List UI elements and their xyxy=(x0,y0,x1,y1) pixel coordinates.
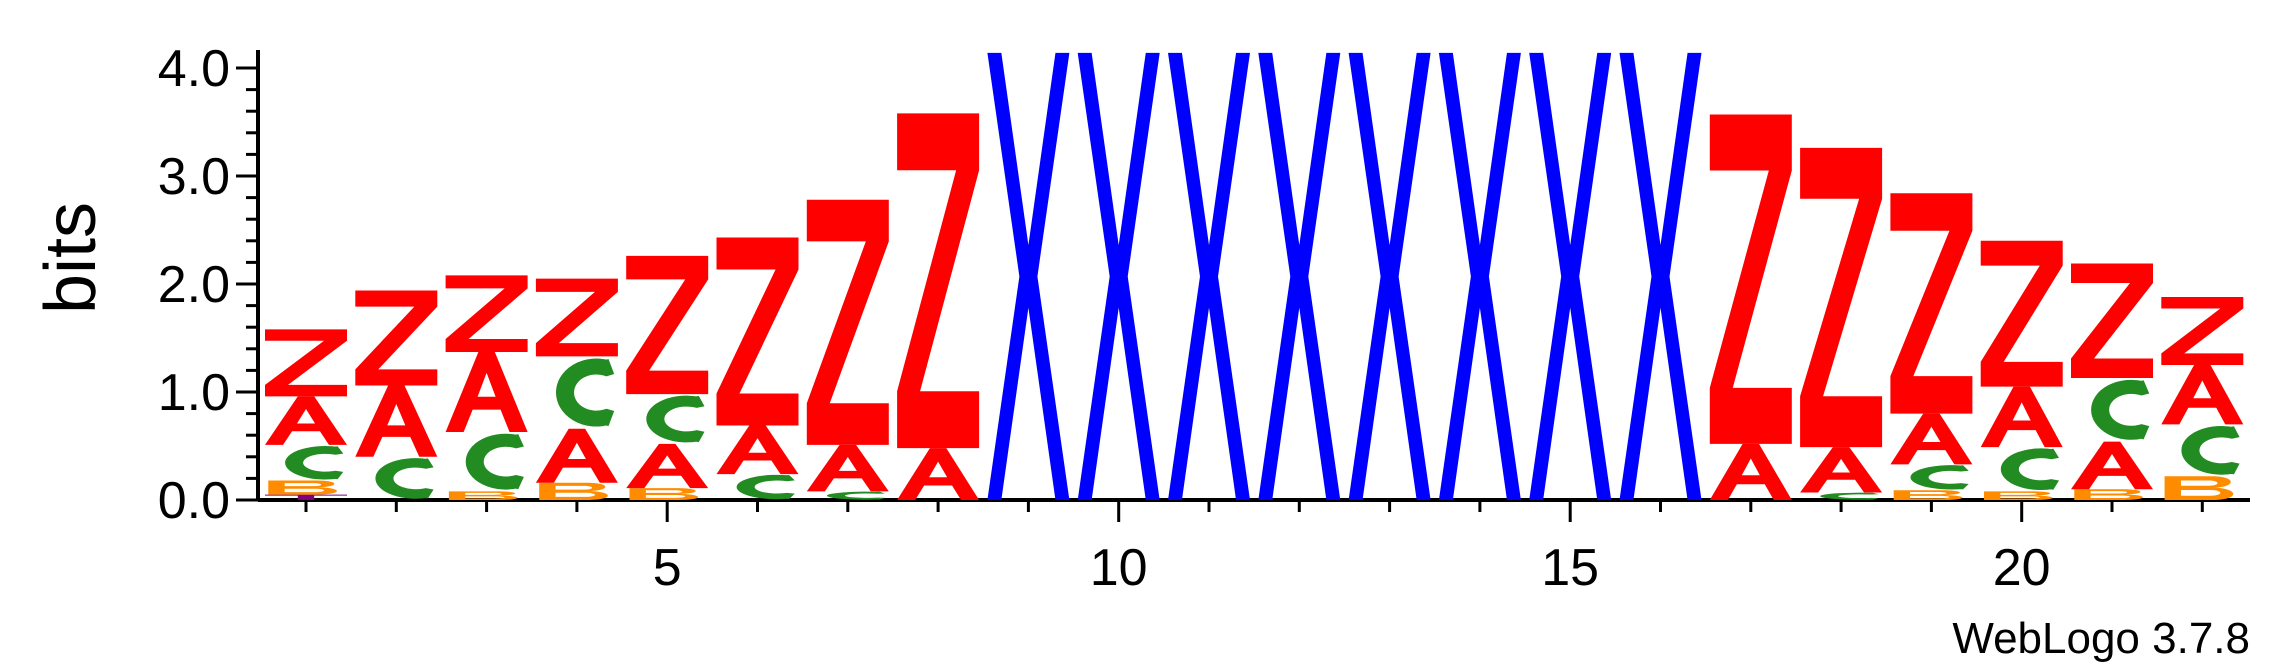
stack-position-10 xyxy=(1077,52,1160,500)
x-tick-label: 20 xyxy=(1993,539,2051,597)
letter-C xyxy=(827,491,886,500)
letter-X xyxy=(1619,52,1702,500)
letter-A xyxy=(535,428,618,483)
letter-B xyxy=(2074,489,2143,500)
y-axis: 0.0 1.0 2.0 3.0 4.0 xyxy=(158,40,260,530)
letter-C xyxy=(285,446,344,480)
letter-B xyxy=(268,480,337,495)
letter-X xyxy=(1348,52,1431,500)
letter-Z xyxy=(897,113,980,449)
stack-position-7 xyxy=(806,199,889,500)
y-tick-label: 4.0 xyxy=(158,40,230,98)
weblogo-credit: WebLogo 3.7.8 xyxy=(1952,614,2250,663)
letter-C xyxy=(556,358,615,427)
y-tick-label: 0.0 xyxy=(158,472,230,530)
y-tick-label: 3.0 xyxy=(158,148,230,206)
letter-stacks xyxy=(265,52,2244,500)
y-tick-label: 2.0 xyxy=(158,256,230,314)
letter-X xyxy=(1438,52,1521,500)
x-tick-label: 10 xyxy=(1090,539,1148,597)
letter-B xyxy=(1983,491,2053,500)
letter-Z xyxy=(1800,147,1883,448)
letter-Z xyxy=(2161,296,2244,365)
y-axis-title: bits xyxy=(31,202,111,314)
stack-position-11 xyxy=(1168,52,1250,500)
letter-T xyxy=(265,494,347,500)
stack-position-13 xyxy=(1348,52,1431,500)
stack-position-6 xyxy=(716,237,799,500)
letter-A xyxy=(716,425,799,475)
x-tick-label: 15 xyxy=(1541,539,1599,597)
letter-Z xyxy=(355,290,438,386)
letter-A xyxy=(897,448,980,500)
stack-position-20 xyxy=(1980,240,2063,500)
letter-C xyxy=(375,458,434,499)
letter-B xyxy=(2164,476,2234,500)
letter-Z xyxy=(1980,240,2063,387)
stack-position-14 xyxy=(1438,52,1521,500)
letter-C xyxy=(736,474,795,500)
stack-position-8 xyxy=(897,113,980,500)
stack-position-3 xyxy=(445,275,528,500)
stack-position-15 xyxy=(1529,52,1612,500)
letter-B xyxy=(1893,490,1963,500)
letter-C xyxy=(2181,425,2240,475)
stack-position-2 xyxy=(355,290,438,499)
letter-B xyxy=(539,482,608,500)
letter-Z xyxy=(1890,193,1973,414)
letter-A xyxy=(2071,441,2153,490)
letter-C xyxy=(2091,379,2150,440)
stack-position-18 xyxy=(1800,147,1883,500)
letter-Z xyxy=(2071,263,2153,378)
stack-position-12 xyxy=(1258,52,1341,500)
letter-Z xyxy=(535,278,618,357)
x-tick-label: 5 xyxy=(653,539,682,597)
letter-A xyxy=(265,396,347,445)
letter-Z xyxy=(806,199,889,445)
letter-C xyxy=(2000,448,2059,491)
letter-A xyxy=(1709,443,1792,500)
letter-A xyxy=(1980,386,2063,448)
x-axis: 5 10 15 20 xyxy=(258,498,2250,597)
letter-C xyxy=(646,395,705,443)
letter-C xyxy=(1820,492,1879,500)
letter-X xyxy=(1168,52,1250,500)
letter-A xyxy=(2161,365,2244,425)
letter-A xyxy=(355,385,438,457)
letter-A xyxy=(1890,413,1973,465)
letter-A xyxy=(1800,447,1883,493)
letter-A xyxy=(445,352,528,432)
stack-position-21 xyxy=(2071,263,2153,500)
stack-position-17 xyxy=(1709,114,1792,500)
stack-position-9 xyxy=(987,52,1070,500)
stack-position-22 xyxy=(2161,296,2244,500)
stack-position-16 xyxy=(1619,52,1702,500)
letter-Z xyxy=(1709,114,1792,444)
letter-X xyxy=(1529,52,1612,500)
letter-X xyxy=(1077,52,1160,500)
letter-Z xyxy=(716,237,799,426)
y-tick-label: 1.0 xyxy=(158,364,230,422)
stack-position-4 xyxy=(535,278,618,500)
letter-Z xyxy=(626,255,709,395)
letter-X xyxy=(987,52,1070,500)
letter-A xyxy=(806,444,889,492)
letter-C xyxy=(465,433,524,490)
stack-position-19 xyxy=(1890,193,1973,500)
letter-A xyxy=(626,443,709,489)
letter-Z xyxy=(445,275,528,353)
letter-B xyxy=(448,491,518,500)
letter-X xyxy=(1258,52,1341,500)
stack-position-5 xyxy=(626,255,709,500)
letter-C xyxy=(1910,465,1969,490)
stack-position-1 xyxy=(265,329,347,500)
letter-B xyxy=(629,488,699,500)
letter-Z xyxy=(265,329,347,397)
